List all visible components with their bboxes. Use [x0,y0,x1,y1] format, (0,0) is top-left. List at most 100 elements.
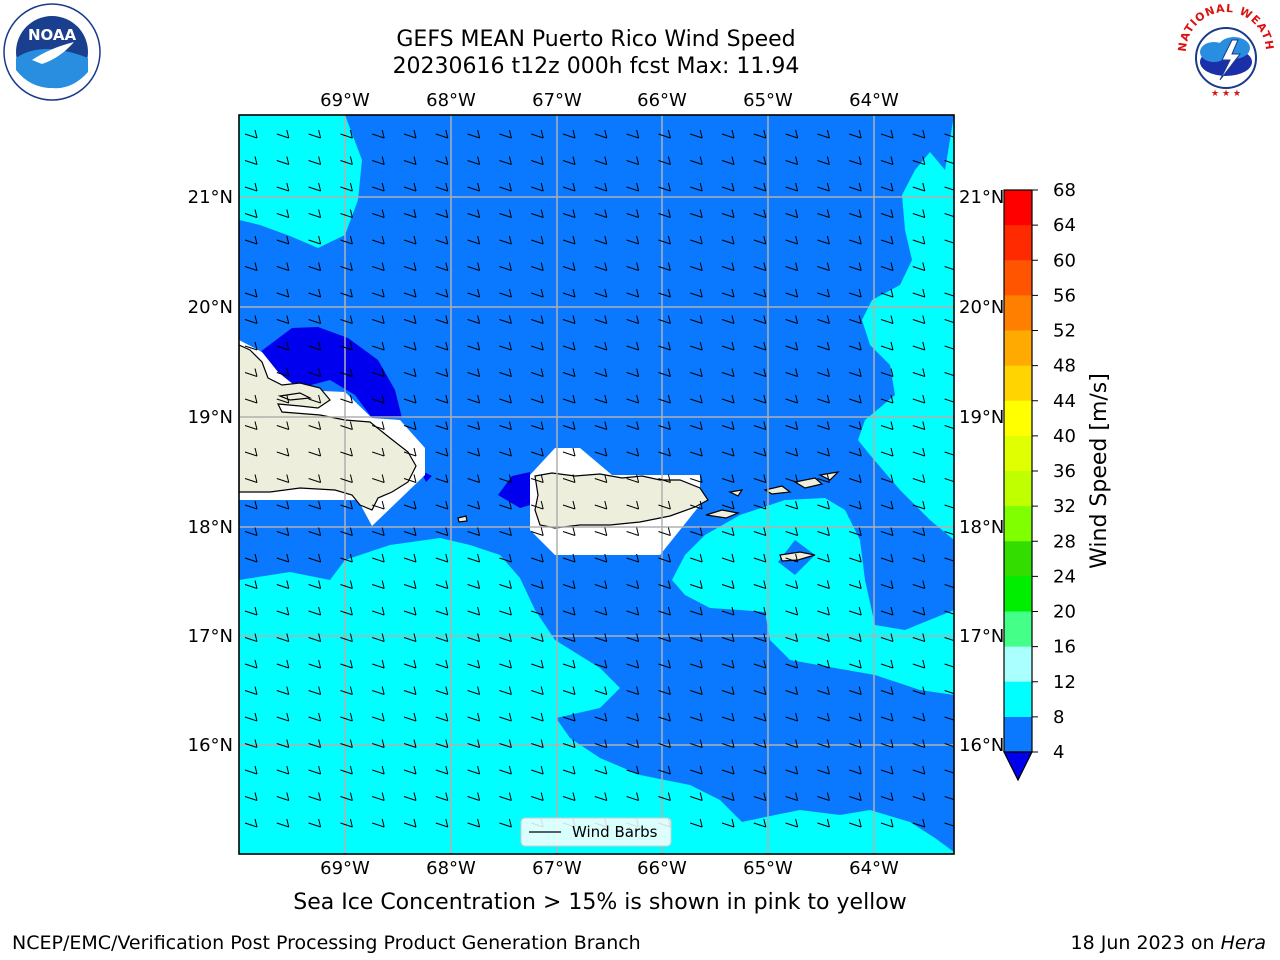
wind-barb [562,421,576,430]
latitude-label-right: 16°N [959,735,1004,756]
wind-barb [467,129,481,139]
wind-barb [849,739,862,748]
wind-barb [880,235,894,245]
wind-barb [753,209,767,218]
wind-barb [372,447,385,457]
wind-barb [340,553,353,563]
wind-barb [912,792,926,801]
wind-barb [880,739,894,748]
wind-barb [499,474,512,483]
wind-barb [531,129,544,139]
wind-barb [880,606,894,616]
wind-field-8-12-east [858,115,954,540]
wind-barb [658,288,671,298]
wind-barb [880,765,894,775]
noaa-logo: NOAA [3,3,101,101]
wind-barb [880,580,894,589]
wind-barb [849,606,862,616]
wind-barb [340,421,353,430]
wind-barb [372,315,385,324]
colorbar-tick-label: 28 [1053,531,1076,552]
wind-barb [372,553,385,563]
wind-barb [721,739,735,748]
mona-island [457,515,468,523]
wind-barb [531,500,544,510]
virgin-islands-2 [793,477,824,489]
wind-barb [276,659,290,669]
chart-subtitle-forecast: 20230616 t12z 000h fcst Max: 11.94 [392,54,800,79]
wind-barb [308,209,322,218]
wind-barb [372,500,385,510]
wind-barb [817,633,830,642]
wind-barb [594,447,608,457]
wind-barb [276,394,290,404]
colorbar-segment-4-8 [1004,716,1032,752]
colorbar-tick-label: 32 [1053,496,1076,517]
longitude-label-top: 65°W [743,90,793,111]
wind-barb [944,557,954,562]
wind-barb [690,527,703,536]
wind-barb [658,209,671,218]
wind-barb [690,315,703,324]
wind-barb [849,182,862,192]
wind-barb [817,129,830,139]
wind-barb [753,394,767,404]
wind-barb [785,527,799,536]
wind-barb [690,606,703,616]
wind-barb [849,421,862,430]
wind-barb [499,209,512,218]
wind-barb [594,421,608,430]
wind-barb [594,394,608,404]
wind-barb [499,606,512,616]
wind-barb [244,659,258,669]
wind-barb [880,421,894,430]
colorbar-segment [1004,435,1032,472]
longitude-label-bottom: 66°W [637,858,687,879]
wind-barb [372,341,385,351]
wind-barb [308,341,322,351]
wind-barb [753,341,767,351]
wind-barb [753,633,767,642]
wind-barb [562,686,576,695]
wind-barb [912,500,926,510]
wind-barb [531,341,544,351]
colorbar-segment [1004,400,1032,437]
wind-barb [753,368,767,377]
wind-barb [721,606,735,616]
wind-barb [817,553,830,563]
wind-barb [944,610,954,615]
wind-barb [372,474,385,483]
wind-barb [372,235,385,245]
wind-barb [372,368,385,377]
wind-barb [372,129,385,139]
wind-barb [562,368,576,377]
wind-barb [658,527,671,536]
wind-barb [308,765,322,775]
wind-barb [753,712,767,722]
wind-barb [531,739,544,748]
wind-barb [817,580,830,589]
colorbar-segment [1004,190,1032,226]
wind-barb [467,315,481,324]
wind-barb [435,315,449,324]
wind-barb [435,553,449,563]
wind-barb [690,447,703,457]
wind-barb [244,765,258,775]
wind-barb [658,394,671,404]
wind-barb [912,606,926,616]
latitude-label-right: 20°N [959,297,1004,318]
wind-barb [849,394,862,404]
wind-barb [594,792,608,801]
culebra-island [728,489,744,497]
wind-barb [435,712,449,722]
wind-barb [308,262,322,271]
wind-barb [658,659,671,669]
wind-barb [658,553,671,563]
wind-barb [658,315,671,324]
wind-barb [403,421,417,430]
wind-barb [944,345,954,350]
longitude-label-top: 68°W [426,90,476,111]
wind-barb [340,500,353,510]
wind-barb [912,262,926,271]
wind-barb [817,156,830,165]
